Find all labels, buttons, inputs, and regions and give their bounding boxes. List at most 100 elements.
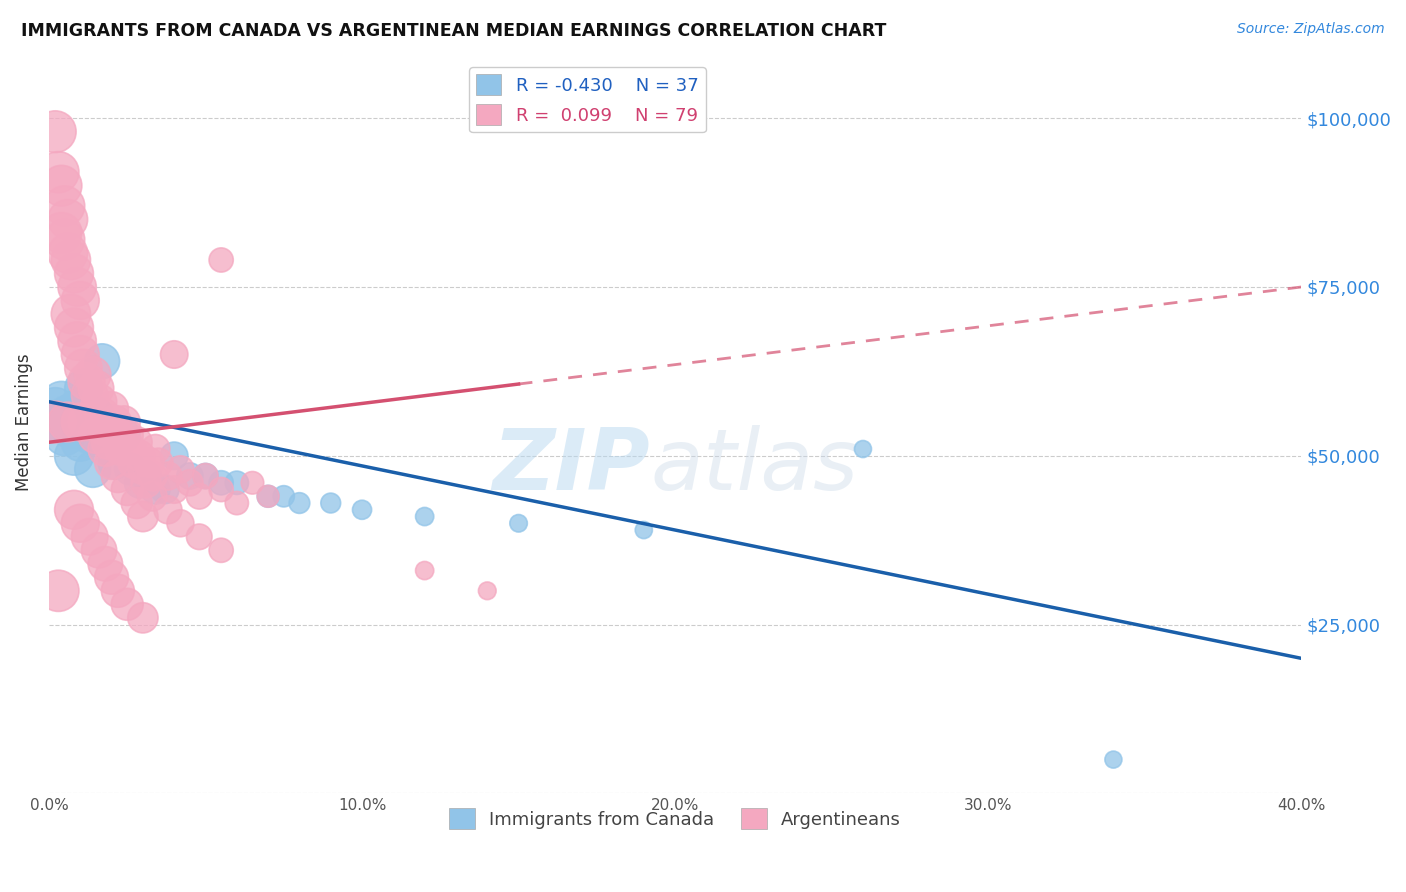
Point — [53, 233, 76, 247]
Point — [87, 394, 110, 409]
Point — [225, 496, 247, 510]
Text: Source: ZipAtlas.com: Source: ZipAtlas.com — [1237, 22, 1385, 37]
Point — [477, 583, 499, 598]
Point — [107, 428, 129, 442]
Point — [48, 583, 70, 598]
Point — [288, 496, 311, 510]
Point — [66, 280, 89, 294]
Point — [51, 178, 73, 193]
Point — [56, 415, 79, 429]
Point — [257, 489, 280, 503]
Point — [72, 361, 94, 376]
Point — [115, 597, 138, 611]
Point — [128, 475, 150, 490]
Point — [44, 415, 66, 429]
Point — [209, 252, 232, 267]
Point — [156, 469, 179, 483]
Point — [1102, 753, 1125, 767]
Point — [100, 401, 122, 416]
Point — [633, 523, 655, 537]
Point — [153, 483, 176, 497]
Point — [94, 557, 117, 571]
Point — [84, 409, 107, 423]
Point — [209, 543, 232, 558]
Point — [91, 409, 114, 423]
Point — [188, 530, 211, 544]
Point — [852, 442, 875, 456]
Point — [125, 435, 148, 450]
Point — [110, 442, 132, 456]
Point — [209, 483, 232, 497]
Point — [145, 483, 167, 497]
Point — [319, 496, 342, 510]
Point — [115, 483, 138, 497]
Point — [115, 428, 138, 442]
Text: ZIP: ZIP — [492, 425, 650, 508]
Point — [138, 456, 160, 470]
Point — [169, 516, 191, 531]
Point — [104, 456, 127, 470]
Point — [66, 334, 89, 348]
Point — [135, 469, 157, 483]
Point — [120, 462, 142, 476]
Point — [112, 415, 135, 429]
Point — [82, 368, 104, 382]
Point — [69, 435, 91, 450]
Point — [79, 428, 101, 442]
Point — [209, 475, 232, 490]
Text: IMMIGRANTS FROM CANADA VS ARGENTINEAN MEDIAN EARNINGS CORRELATION CHART: IMMIGRANTS FROM CANADA VS ARGENTINEAN ME… — [21, 22, 886, 40]
Point — [163, 483, 186, 497]
Legend: Immigrants from Canada, Argentineans: Immigrants from Canada, Argentineans — [441, 801, 908, 837]
Point — [132, 509, 155, 524]
Point — [59, 252, 82, 267]
Point — [69, 293, 91, 308]
Y-axis label: Median Earnings: Median Earnings — [15, 353, 32, 491]
Point — [194, 469, 217, 483]
Point — [84, 428, 107, 442]
Point — [112, 428, 135, 442]
Point — [66, 401, 89, 416]
Point — [242, 475, 264, 490]
Point — [51, 226, 73, 240]
Point — [107, 469, 129, 483]
Point — [100, 456, 122, 470]
Point — [169, 462, 191, 476]
Point — [79, 530, 101, 544]
Point — [91, 354, 114, 368]
Text: atlas: atlas — [650, 425, 858, 508]
Point — [508, 516, 530, 531]
Point — [94, 442, 117, 456]
Point — [352, 503, 374, 517]
Point — [59, 422, 82, 436]
Point — [104, 415, 127, 429]
Point — [145, 442, 167, 456]
Point — [53, 428, 76, 442]
Point — [163, 347, 186, 361]
Point — [69, 347, 91, 361]
Point — [69, 516, 91, 531]
Point — [48, 415, 70, 429]
Point — [48, 165, 70, 179]
Point — [188, 489, 211, 503]
Point — [194, 469, 217, 483]
Point — [107, 583, 129, 598]
Point — [413, 564, 436, 578]
Point — [69, 415, 91, 429]
Point — [120, 442, 142, 456]
Point — [51, 394, 73, 409]
Point — [84, 381, 107, 395]
Point — [56, 246, 79, 260]
Point — [148, 456, 170, 470]
Point — [100, 570, 122, 584]
Point — [141, 469, 163, 483]
Point — [273, 489, 295, 503]
Point — [97, 435, 120, 450]
Point — [79, 388, 101, 402]
Point — [87, 543, 110, 558]
Point — [82, 462, 104, 476]
Point — [135, 475, 157, 490]
Point — [94, 422, 117, 436]
Point — [163, 449, 186, 463]
Point — [128, 449, 150, 463]
Point — [63, 267, 86, 281]
